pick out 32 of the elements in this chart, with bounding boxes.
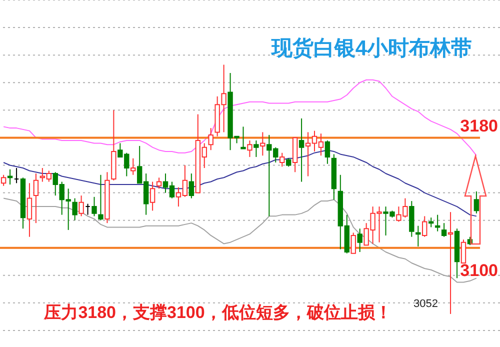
annotation: 压力3180，支撑3100，低位短多，破位止损！ bbox=[43, 303, 392, 322]
candlestick bbox=[98, 174, 104, 221]
candlestick bbox=[298, 118, 304, 182]
candlestick bbox=[324, 140, 330, 164]
candlestick bbox=[260, 132, 266, 156]
candlestick bbox=[26, 182, 32, 238]
candlestick bbox=[474, 190, 480, 214]
candlestick bbox=[92, 196, 97, 217]
candlestick bbox=[188, 173, 194, 199]
candlestick bbox=[422, 216, 428, 238]
candlestick bbox=[150, 181, 156, 212]
candlestick bbox=[428, 217, 434, 228]
candlestick bbox=[78, 195, 84, 217]
candlestick bbox=[448, 212, 454, 314]
candlestick bbox=[460, 239, 466, 264]
ref-line-label: 3100 bbox=[460, 260, 498, 280]
text: 现货白银4小时布林带 bbox=[270, 37, 472, 60]
annotation: 3052 bbox=[414, 298, 438, 310]
candlestick bbox=[254, 140, 259, 158]
ref-line-label: 3180 bbox=[460, 116, 498, 136]
candlestick bbox=[357, 228, 362, 252]
candlestick bbox=[130, 158, 136, 176]
candlestick bbox=[72, 198, 78, 221]
candlestick bbox=[156, 177, 162, 190]
candlestick bbox=[416, 225, 421, 247]
candlestick bbox=[33, 173, 39, 224]
candlestick bbox=[247, 140, 252, 158]
candlestick bbox=[240, 126, 246, 150]
candlestick bbox=[350, 232, 356, 254]
candlestick bbox=[441, 222, 447, 238]
candlestick bbox=[280, 152, 285, 168]
candlestick bbox=[208, 128, 214, 151]
